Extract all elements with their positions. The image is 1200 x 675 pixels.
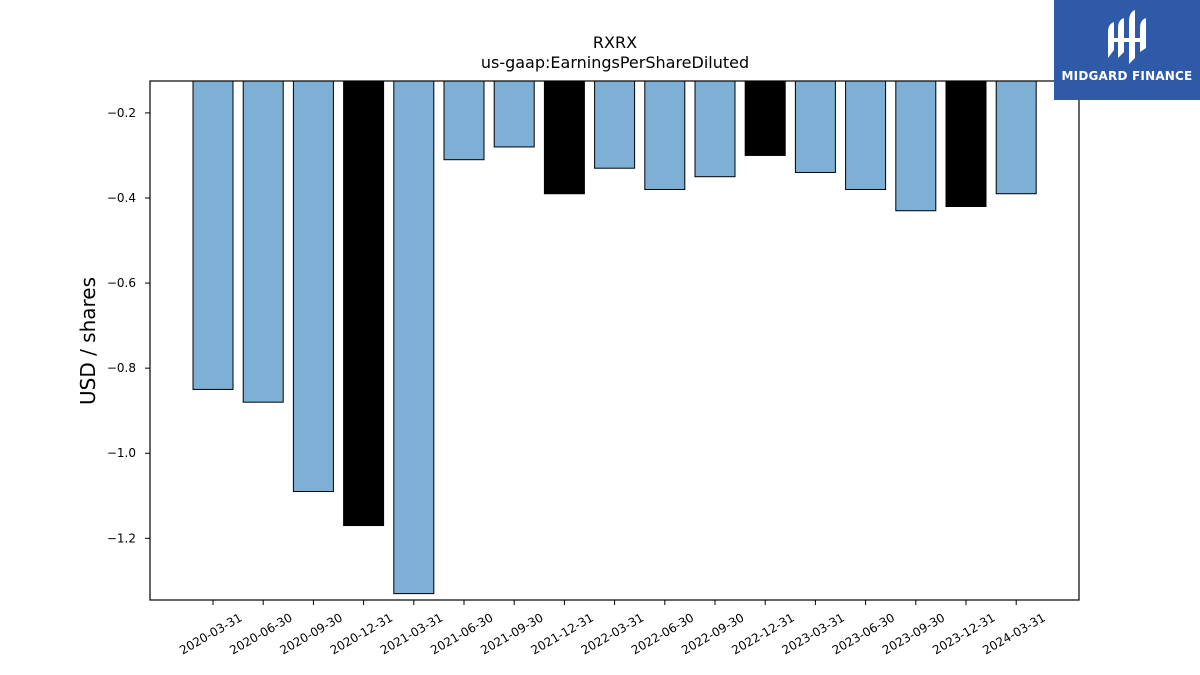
bar-2023-09-30	[895, 80, 937, 212]
y-axis-label: USD / shares	[76, 277, 100, 405]
y-tick-label: −1.2	[107, 531, 136, 545]
bar-2020-03-31	[192, 80, 234, 390]
bar-2023-06-30	[845, 80, 887, 190]
bar-2020-12-31	[343, 80, 385, 527]
bar-2022-03-31	[594, 80, 636, 169]
chart-subtitle: us-gaap:EarningsPerShareDiluted	[481, 53, 749, 72]
bar-2022-09-30	[694, 80, 736, 178]
bar-2021-06-30	[443, 80, 485, 161]
y-tick-label: −0.6	[107, 276, 136, 290]
bar-2021-12-31	[543, 80, 585, 195]
midgard-logo-icon	[1108, 10, 1146, 64]
bar-2023-03-31	[794, 80, 836, 173]
bar-2022-06-30	[644, 80, 686, 190]
y-tick-label: −0.4	[107, 191, 136, 205]
chart-title: RXRX	[593, 33, 637, 52]
bar-2022-12-31	[744, 80, 786, 156]
bar-2021-03-31	[393, 80, 435, 595]
bars-group	[192, 80, 1037, 595]
bar-2021-09-30	[493, 80, 535, 148]
brand-logo: MIDGARD FINANCE	[1054, 0, 1200, 100]
bar-2024-03-31	[995, 80, 1037, 195]
y-tick-label: −0.8	[107, 361, 136, 375]
y-axis: −0.2 −0.4 −0.6 −0.8 −1.0 −1.2	[107, 106, 150, 545]
bar-2020-09-30	[292, 80, 334, 493]
bar-2023-12-31	[945, 80, 987, 207]
x-axis: 2020-03-312020-06-302020-09-302020-12-31…	[177, 600, 1048, 657]
bar-2020-06-30	[242, 80, 284, 403]
brand-logo-text: MIDGARD FINANCE	[1061, 69, 1193, 83]
y-tick-label: −1.0	[107, 446, 136, 460]
y-tick-label: −0.2	[107, 106, 136, 120]
